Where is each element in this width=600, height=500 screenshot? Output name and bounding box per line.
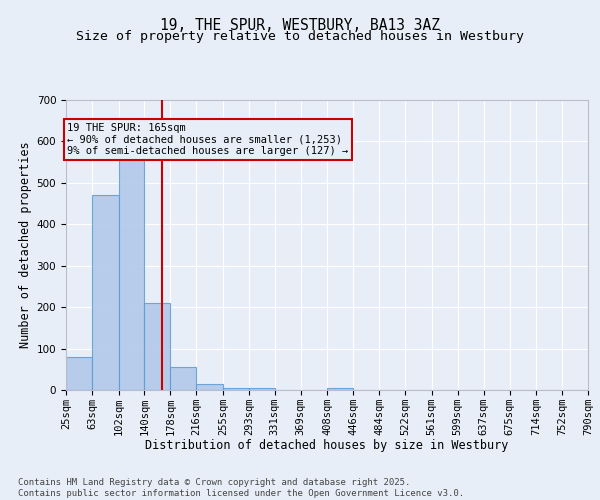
Text: Size of property relative to detached houses in Westbury: Size of property relative to detached ho… [76, 30, 524, 43]
Bar [249, 388, 275, 390]
Text: 19, THE SPUR, WESTBURY, BA13 3AZ: 19, THE SPUR, WESTBURY, BA13 3AZ [160, 18, 440, 32]
Bar [66, 357, 92, 390]
Text: 19 THE SPUR: 165sqm
← 90% of detached houses are smaller (1,253)
9% of semi-deta: 19 THE SPUR: 165sqm ← 90% of detached ho… [67, 123, 349, 156]
Bar [223, 388, 249, 390]
Y-axis label: Number of detached properties: Number of detached properties [19, 142, 32, 348]
Bar [92, 196, 119, 390]
X-axis label: Distribution of detached houses by size in Westbury: Distribution of detached houses by size … [145, 440, 509, 452]
Bar [170, 367, 196, 390]
Bar [145, 303, 170, 390]
Bar [328, 388, 353, 390]
Text: Contains HM Land Registry data © Crown copyright and database right 2025.
Contai: Contains HM Land Registry data © Crown c… [18, 478, 464, 498]
Bar [196, 384, 223, 390]
Bar [119, 158, 145, 390]
